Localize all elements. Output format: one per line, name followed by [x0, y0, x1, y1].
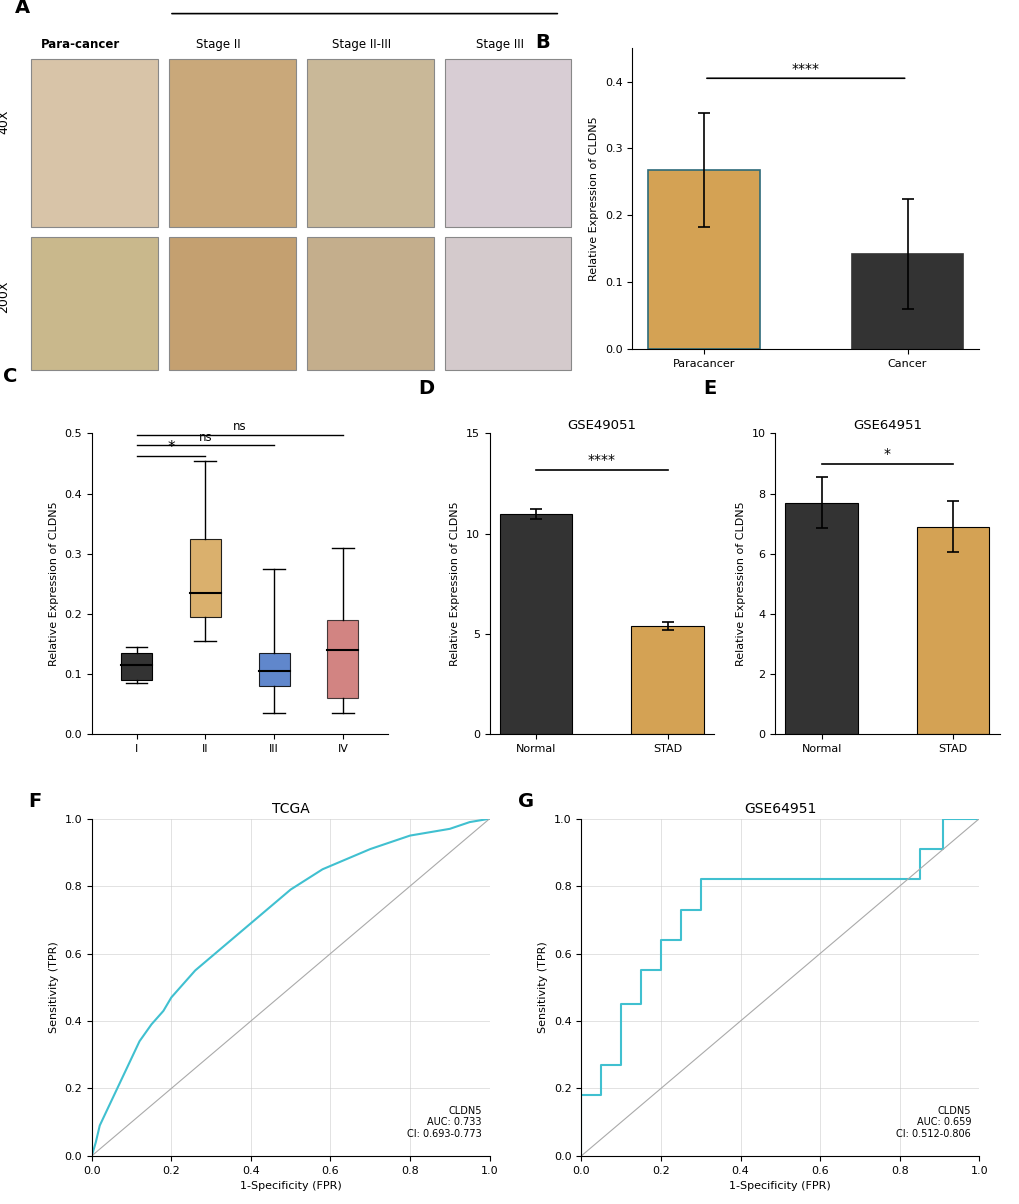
Text: *: * [883, 447, 890, 461]
FancyBboxPatch shape [444, 237, 571, 370]
Text: C: C [3, 367, 17, 386]
Bar [647, 170, 759, 349]
Text: CLDN5
AUC: 0.659
CI: 0.512-0.806: CLDN5 AUC: 0.659 CI: 0.512-0.806 [896, 1105, 970, 1139]
FancyBboxPatch shape [444, 59, 571, 226]
Bar [259, 653, 289, 686]
Text: 200X: 200X [0, 281, 10, 313]
FancyBboxPatch shape [169, 59, 296, 226]
X-axis label: 1-Specificity (FPR): 1-Specificity (FPR) [239, 1181, 341, 1191]
Bar [785, 503, 857, 734]
Text: ns: ns [199, 431, 212, 444]
Title: GSE64951: GSE64951 [744, 802, 815, 816]
FancyBboxPatch shape [32, 59, 158, 226]
Text: ns: ns [232, 420, 247, 433]
Bar [851, 254, 963, 349]
Bar [121, 653, 152, 680]
Text: G: G [518, 792, 533, 810]
Bar [499, 514, 572, 734]
Text: Stage II: Stage II [197, 39, 240, 51]
Bar [916, 526, 988, 734]
Text: ****: **** [587, 453, 615, 466]
Title: TCGA: TCGA [271, 802, 310, 816]
Y-axis label: Sensitivity (TPR): Sensitivity (TPR) [49, 942, 59, 1033]
Text: Para-cancer: Para-cancer [42, 39, 120, 51]
Text: CLDN5
AUC: 0.733
CI: 0.693-0.773: CLDN5 AUC: 0.733 CI: 0.693-0.773 [407, 1105, 481, 1139]
Y-axis label: Relative Expression of CLDN5: Relative Expression of CLDN5 [49, 502, 59, 666]
Text: 40X: 40X [0, 110, 10, 134]
Text: D: D [418, 379, 433, 399]
Title: GSE49051: GSE49051 [567, 419, 636, 432]
Text: Stage III: Stage III [475, 39, 523, 51]
Text: ****: **** [791, 61, 819, 76]
FancyBboxPatch shape [307, 237, 433, 370]
Text: F: F [29, 792, 42, 810]
Bar [190, 539, 220, 616]
Bar [631, 626, 703, 734]
X-axis label: 1-Specificity (FPR): 1-Specificity (FPR) [729, 1181, 830, 1191]
FancyBboxPatch shape [32, 237, 158, 370]
Title: GSE64951: GSE64951 [852, 419, 921, 432]
Text: B: B [535, 34, 549, 52]
FancyBboxPatch shape [169, 237, 296, 370]
Text: Cancer: Cancer [337, 0, 386, 4]
Text: E: E [703, 379, 716, 399]
Text: A: A [15, 0, 30, 17]
Y-axis label: Relative Expression of CLDN5: Relative Expression of CLDN5 [735, 502, 745, 666]
Y-axis label: Relative Expression of CLDN5: Relative Expression of CLDN5 [589, 117, 599, 281]
Text: Stage II-III: Stage II-III [332, 39, 391, 51]
Y-axis label: Sensitivity (TPR): Sensitivity (TPR) [538, 942, 548, 1033]
Y-axis label: Relative Expression of CLDN5: Relative Expression of CLDN5 [449, 502, 460, 666]
Bar [327, 620, 358, 698]
Text: *: * [167, 441, 174, 455]
FancyBboxPatch shape [307, 59, 433, 226]
